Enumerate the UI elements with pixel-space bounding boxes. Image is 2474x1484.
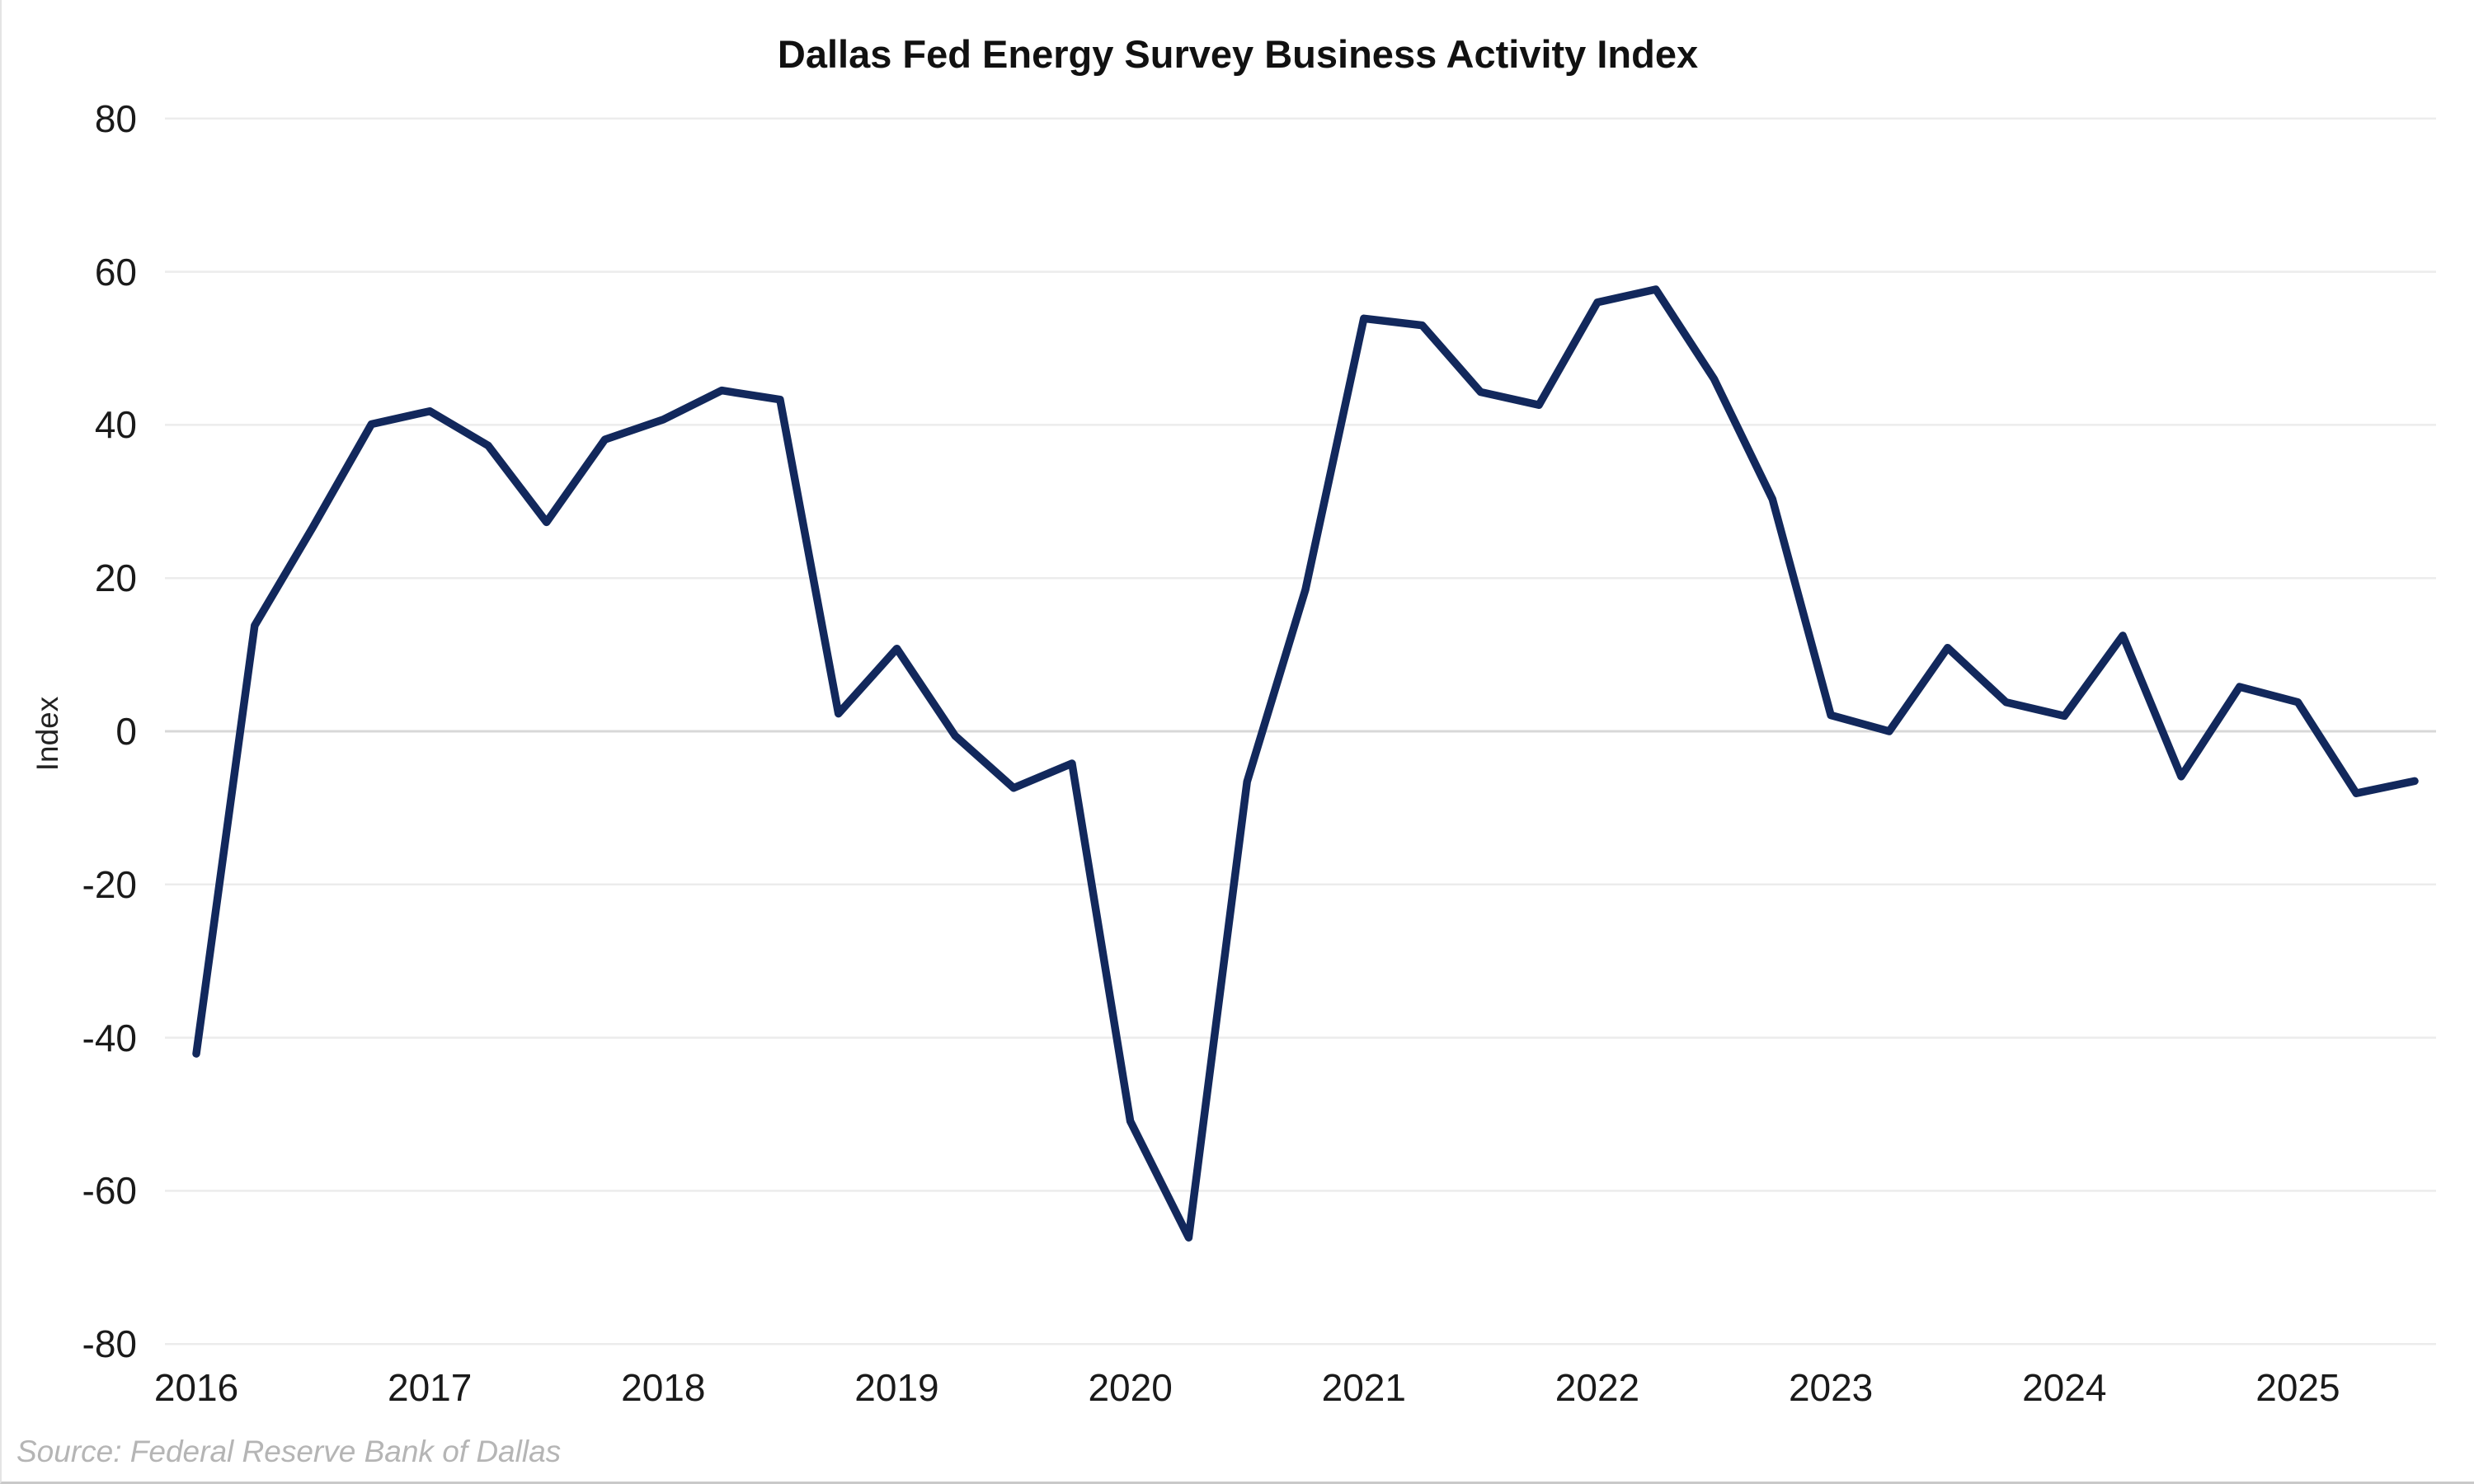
chart-title: Dallas Fed Energy Survey Business Activi…: [777, 32, 1699, 76]
y-tick-label: -40: [82, 1016, 137, 1059]
y-tick-label: 60: [94, 250, 137, 294]
y-tick-label: -80: [82, 1322, 137, 1366]
y-tick-label: 0: [115, 710, 137, 753]
y-axis-title: Index: [31, 696, 64, 772]
x-tick-label: 2018: [621, 1366, 706, 1409]
x-tick-label: 2024: [2022, 1366, 2107, 1409]
x-tick-label: 2017: [387, 1366, 473, 1409]
x-tick-label: 2023: [1788, 1366, 1874, 1409]
x-tick-label: 2021: [1321, 1366, 1406, 1409]
y-tick-label: -60: [82, 1169, 137, 1213]
y-tick-label: 20: [94, 556, 137, 600]
x-tick-label: 2020: [1088, 1366, 1173, 1409]
y-tick-label: 40: [94, 403, 137, 447]
y-tick-label: 80: [94, 96, 137, 140]
x-tick-label: 2022: [1554, 1366, 1640, 1409]
x-tick-label: 2016: [153, 1366, 239, 1409]
x-tick-label: 2019: [854, 1366, 939, 1409]
business-activity-data-line: [192, 285, 2419, 1242]
x-tick-label: 2025: [2255, 1366, 2340, 1409]
y-tick-label: -20: [82, 862, 137, 906]
source-note: Source: Federal Reserve Bank of Dallas: [16, 1435, 562, 1468]
